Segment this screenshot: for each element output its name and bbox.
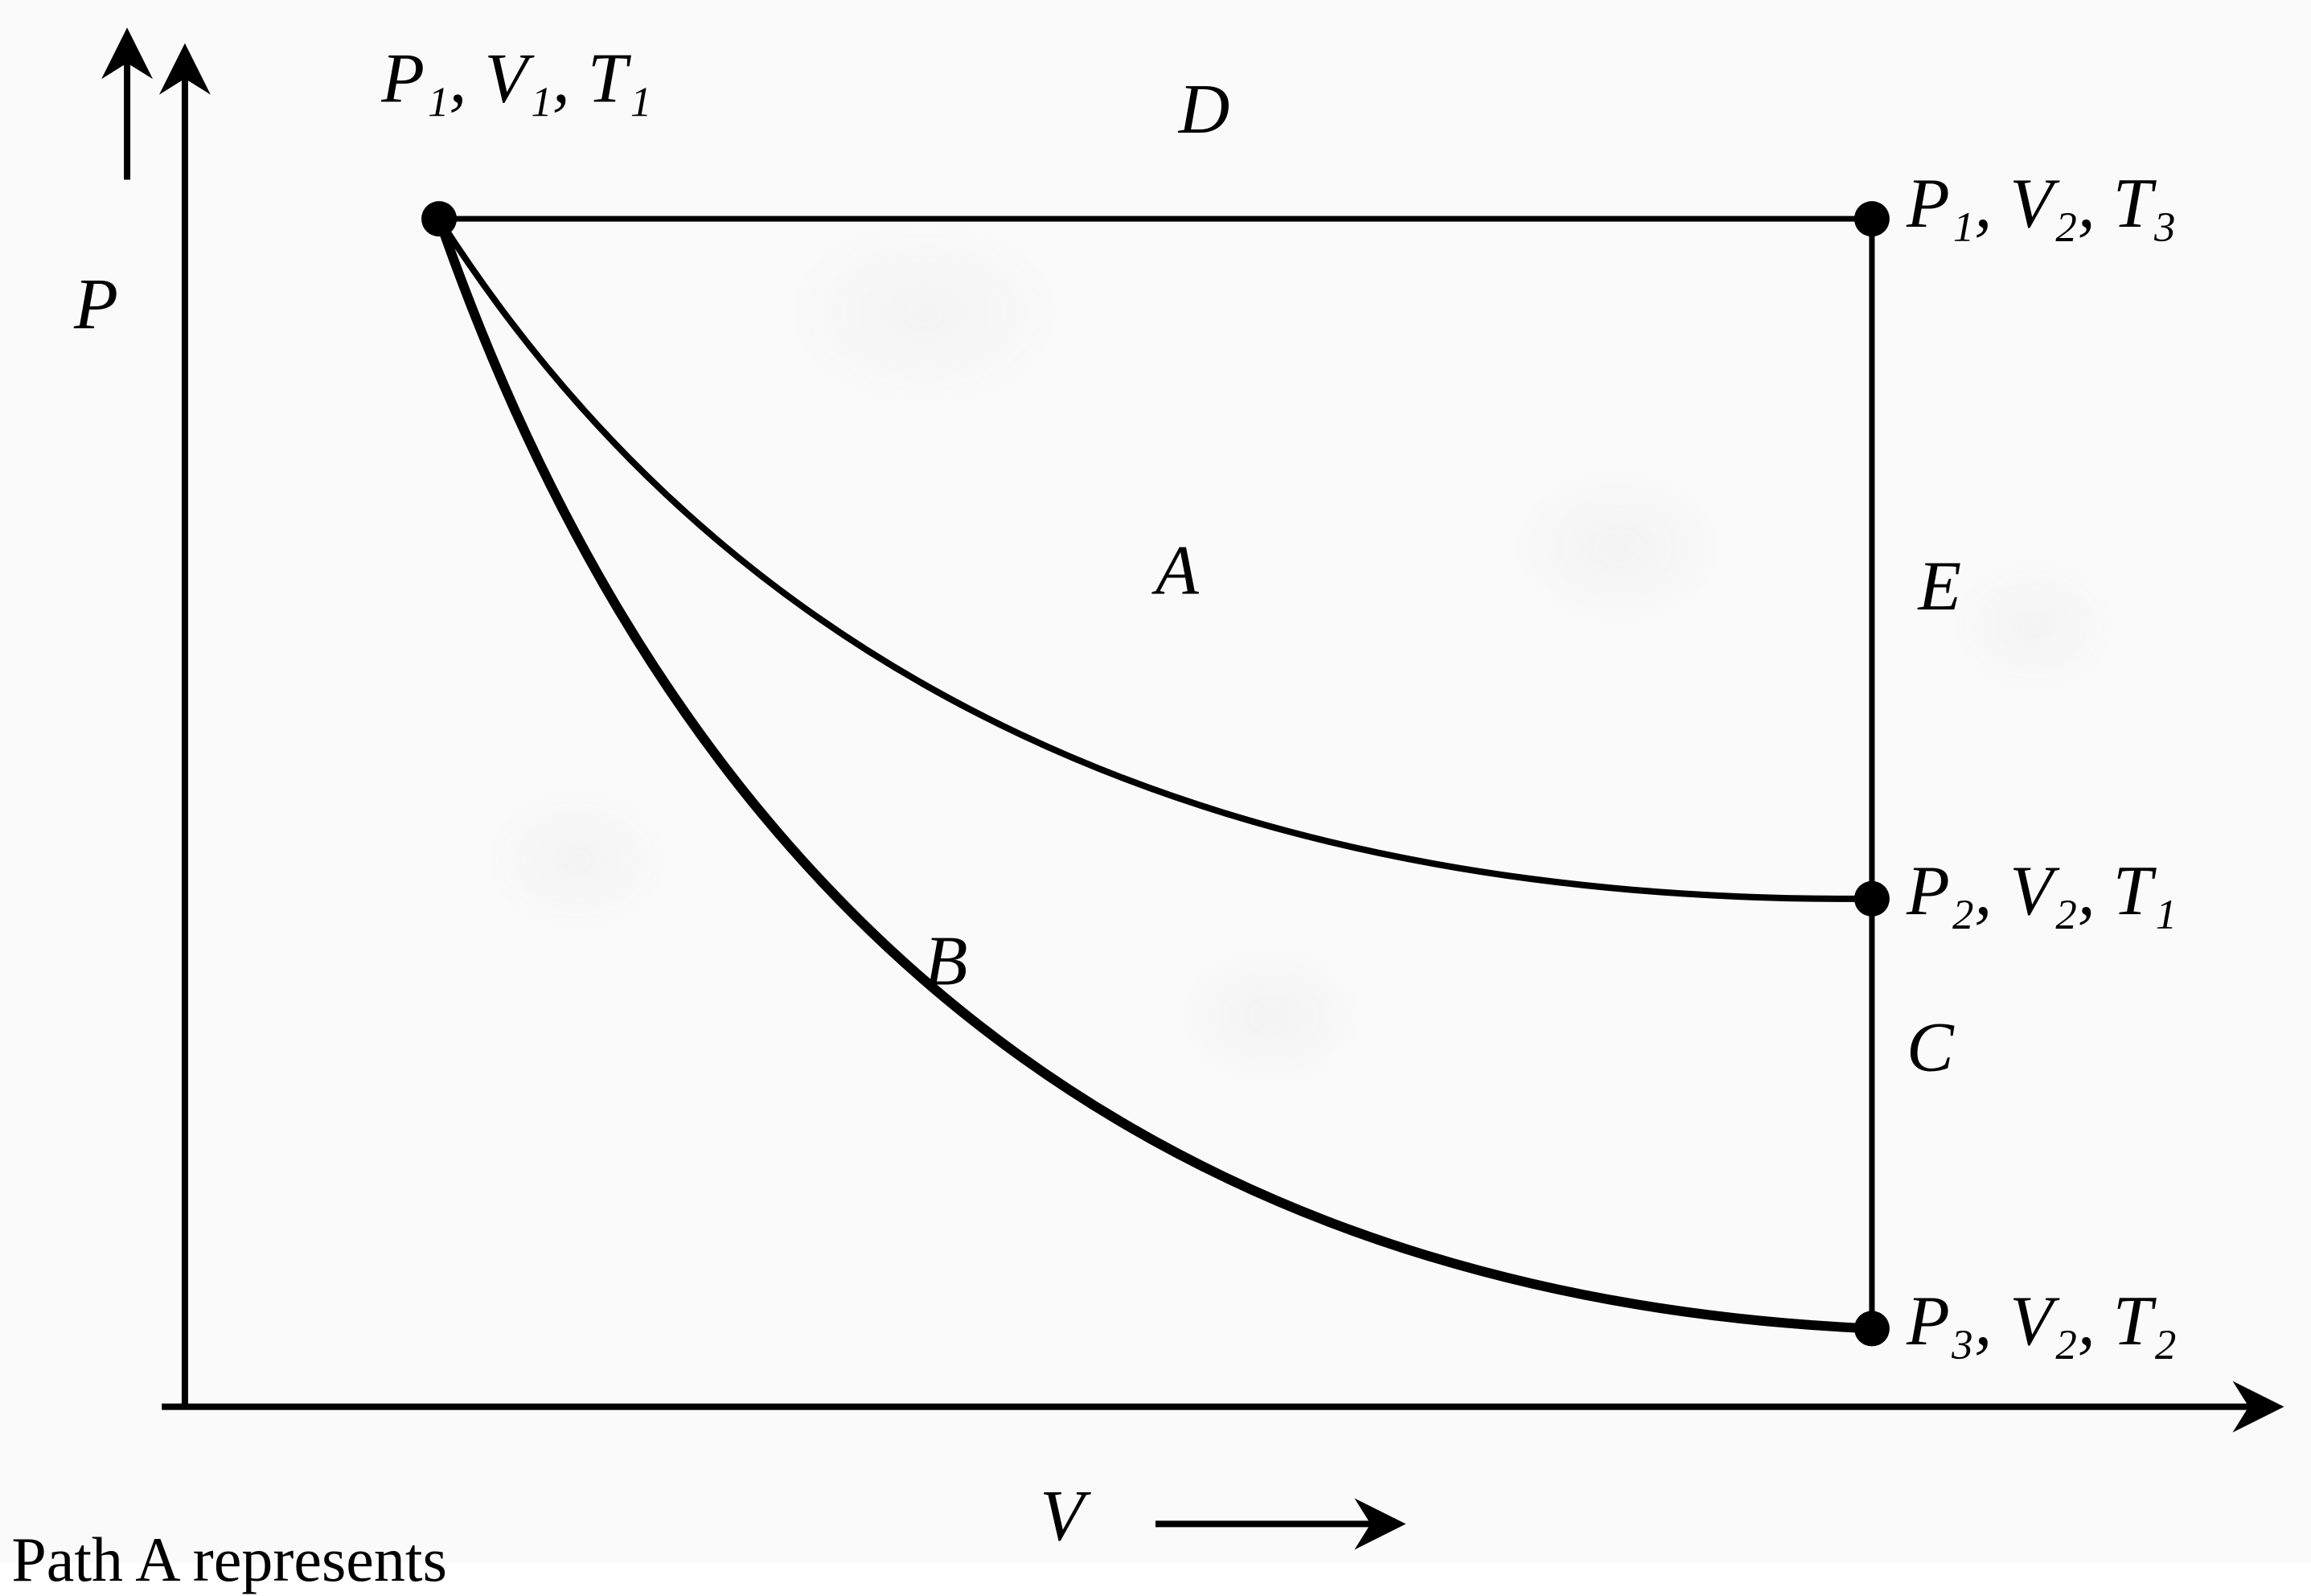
x-axis-label: V	[1040, 1476, 1091, 1556]
footer-partial-text: Path A represents	[11, 1524, 447, 1596]
path-B	[439, 219, 1872, 1328]
path-label-E: E	[1916, 548, 1961, 626]
path-label-D: D	[1178, 71, 1230, 149]
state-label-state_mid_right: P₂, V₂, T₁	[1906, 852, 2177, 930]
state-label-state_bot_right: P₃, V₂, T₂	[1906, 1282, 2177, 1360]
state-point-state1	[421, 201, 457, 236]
state-label-state_top_right: P₁, V₂, T₃	[1906, 165, 2177, 243]
pv-diagram-container: P V D E C A B P₁, V₁, T₁ P₁, V₂, T₃ P₂, V₂, T₁ P₃,…	[0, 0, 2311, 1563]
path-label-B: B	[925, 923, 968, 1001]
pv-diagram-svg: P V D E C A B P₁, V₁, T₁ P₁, V₂, T₃ P₂, V₂, T₁ P₃,…	[0, 0, 2311, 1563]
path-label-A: A	[1151, 532, 1200, 610]
state-point-state_top_right	[1854, 201, 1890, 236]
state-point-state_bot_right	[1854, 1311, 1890, 1346]
y-axis-label: P	[73, 265, 118, 344]
state-label-state1: P₁, V₁, T₁	[380, 39, 651, 117]
path-label-C: C	[1907, 1009, 1955, 1087]
state-point-state_mid_right	[1854, 881, 1890, 917]
